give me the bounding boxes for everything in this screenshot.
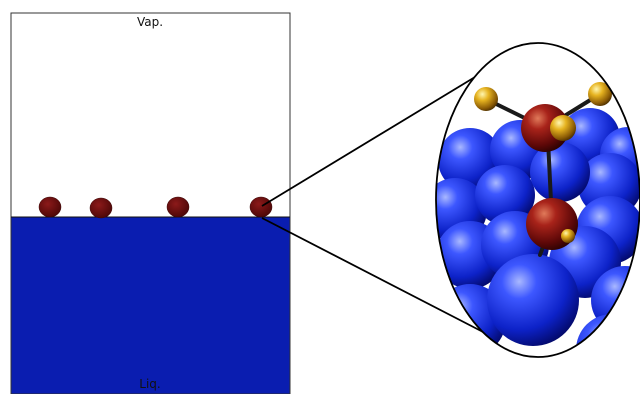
zoom-connector-bottom [261,217,486,334]
zoom-inset [435,42,640,358]
liquid-spheres [436,108,640,357]
adsorbed-molecule [38,196,62,218]
vapor-region [11,13,290,217]
substituent-atom [588,82,612,106]
adsorbed-molecule [89,197,113,219]
adsorbed-molecule-detail [474,82,612,250]
zoom-connector-top [261,73,481,207]
adsorbed-molecule [249,196,273,218]
zoom-outline [435,42,640,358]
vapor-label: Vap. [137,15,163,29]
substituent-atom [474,87,498,111]
central-atom [521,104,569,152]
adsorbed-molecules [38,196,273,219]
liquid-label: Liq. [139,377,160,391]
anchor-highlight [561,229,575,243]
liquid-region [11,217,290,394]
simulation-box-outline [10,12,291,394]
adsorbed-molecule [166,196,190,218]
substituent-atom [550,115,576,141]
